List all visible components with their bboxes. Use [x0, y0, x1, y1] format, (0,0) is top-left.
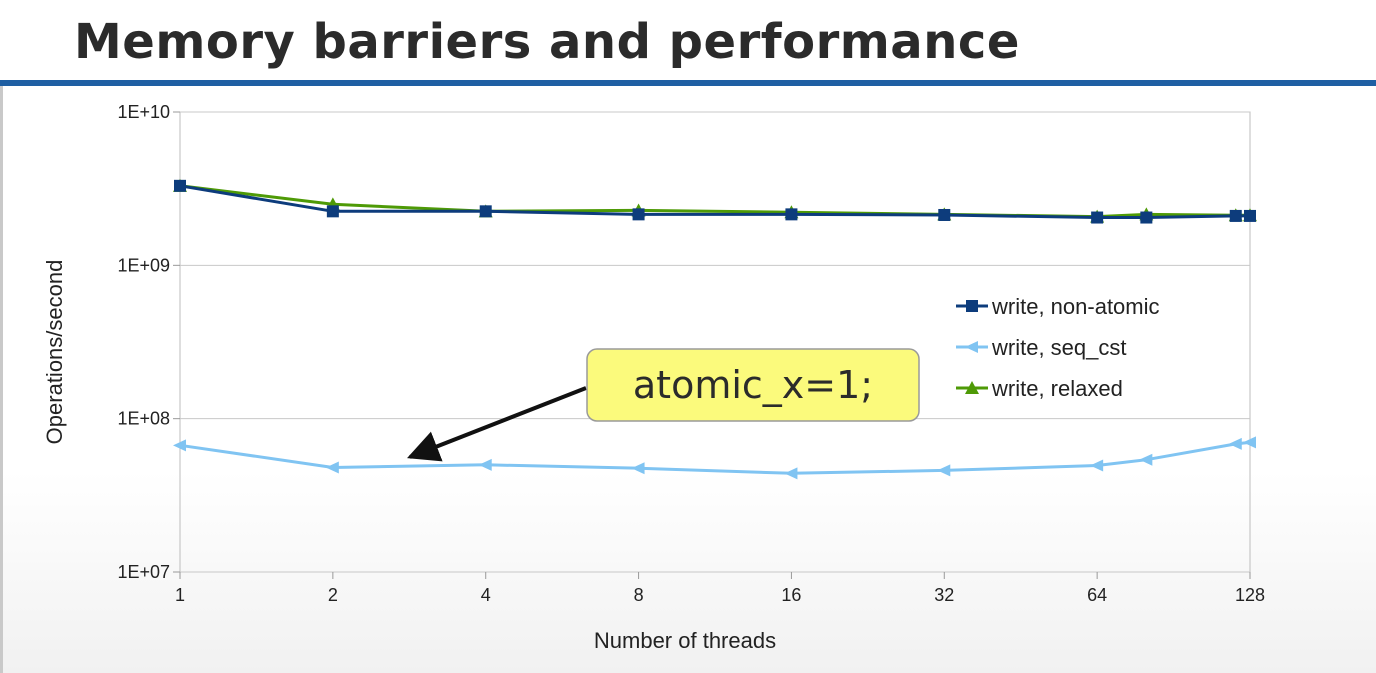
data-point: [1091, 211, 1104, 224]
y-axis-title: Operations/second: [42, 260, 67, 445]
x-tick-label: 2: [328, 585, 338, 605]
data-point: [1140, 211, 1153, 224]
data-point: [326, 205, 339, 218]
series-line: [179, 440, 1251, 475]
callout-box: [586, 348, 920, 422]
series-write-non-atomic: [174, 179, 1256, 224]
callout-text: atomic_x=1;: [633, 363, 873, 407]
slide-title: Memory barriers and performance: [74, 14, 1020, 70]
y-tick-label: 1E+07: [117, 562, 170, 582]
callout-arrow: [407, 386, 587, 462]
legend-label: write, relaxed: [991, 376, 1123, 401]
data-point: [1090, 459, 1104, 472]
legend-label: write, seq_cst: [991, 335, 1127, 360]
data-point: [938, 208, 951, 221]
data-point: [479, 205, 492, 218]
legend-item: write, non-atomic: [956, 294, 1160, 319]
legend-item: write, relaxed: [956, 376, 1123, 401]
series-write-seq-cst: [173, 436, 1256, 480]
data-point: [785, 208, 798, 221]
legend-label: write, non-atomic: [991, 294, 1160, 319]
data-point: [173, 439, 186, 452]
data-point: [632, 208, 645, 221]
x-tick-label: 64: [1087, 585, 1107, 605]
legend-swatch-marker: [966, 300, 978, 312]
y-tick-label: 1E+08: [117, 409, 170, 429]
y-tick-label: 1E+10: [117, 102, 170, 122]
x-tick-label: 16: [781, 585, 801, 605]
axis-layer: 1E+07 1E+08 1E+09 1E+10 1 2 4 8 16 32 64 128: [117, 102, 1265, 605]
legend-item: write, seq_cst: [956, 335, 1127, 360]
data-point: [174, 179, 186, 192]
x-tick-label: 8: [634, 585, 644, 605]
x-tick-label: 32: [934, 585, 954, 605]
data-point: [937, 464, 951, 477]
legend-swatch-marker: [965, 381, 979, 394]
series-line: [179, 184, 1250, 219]
slide-left-edge: [0, 86, 3, 673]
callout: atomic_x=1;: [407, 348, 920, 462]
data-point: [1139, 453, 1153, 466]
data-point: [1229, 209, 1242, 222]
data-point: [784, 467, 798, 480]
legend-swatch-marker: [965, 341, 978, 353]
data-point: [1228, 437, 1242, 450]
data-point: [1244, 209, 1256, 222]
x-tick-label: 128: [1235, 585, 1265, 605]
data-point: [1243, 436, 1256, 449]
data-point: [478, 458, 492, 471]
data-point: [631, 462, 645, 475]
x-tick-label: 1: [175, 585, 185, 605]
x-tick-label: 4: [481, 585, 491, 605]
y-tick-label: 1E+09: [117, 255, 170, 275]
series-layer: [173, 178, 1257, 480]
legend: write, non-atomic write, seq_cst write, re…: [956, 294, 1160, 401]
x-axis-title: Number of threads: [594, 628, 776, 653]
title-underline: [0, 80, 1376, 86]
data-point: [325, 461, 339, 474]
